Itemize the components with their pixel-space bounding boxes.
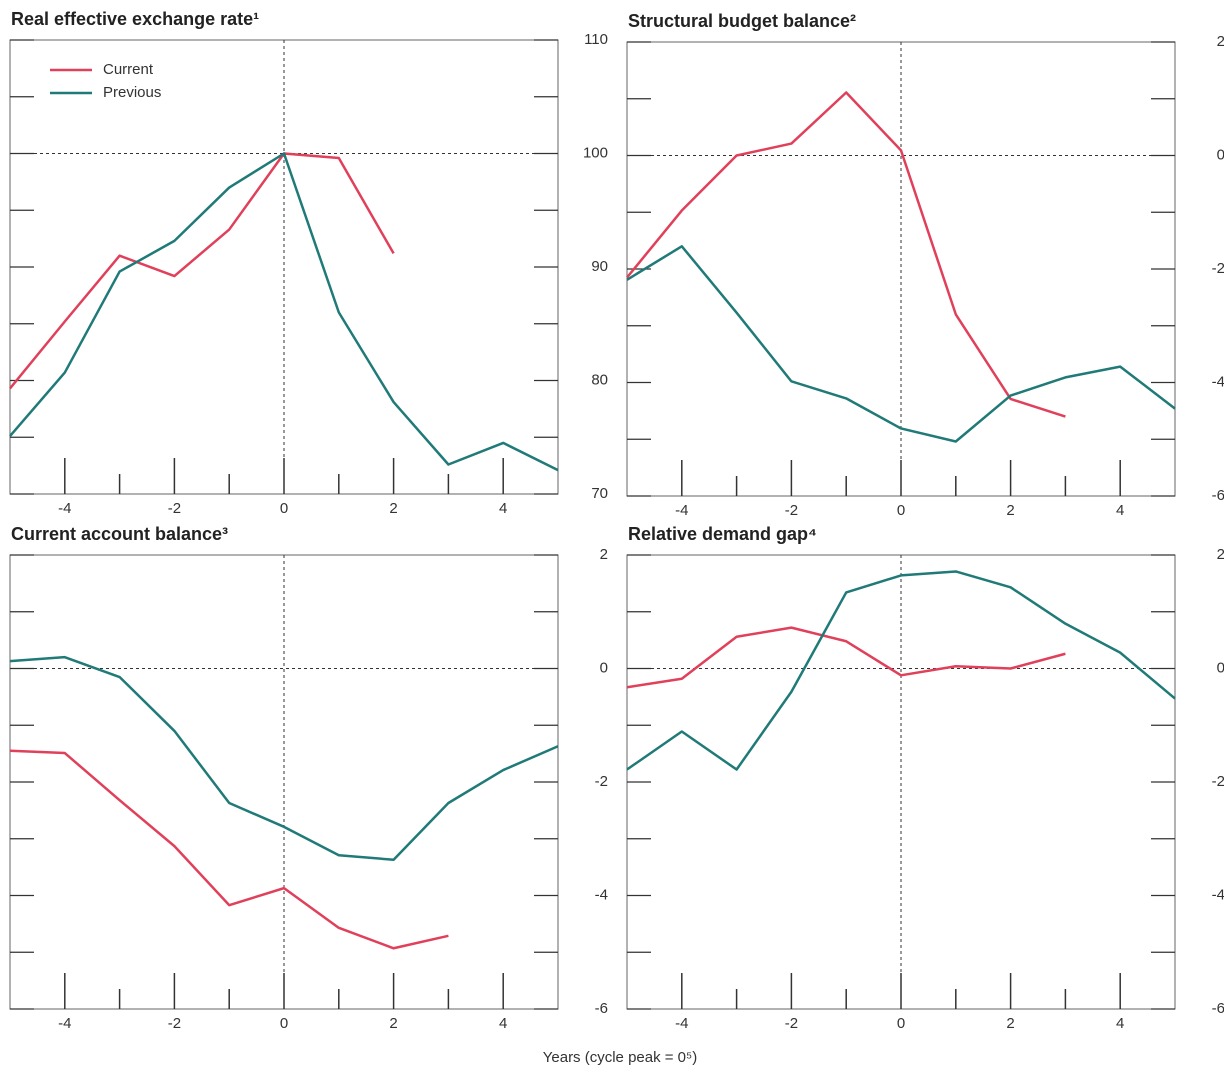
y-tick-label: -2 — [595, 773, 608, 790]
series-line — [626, 570, 1176, 771]
x-tick-label: 2 — [389, 1015, 397, 1032]
x-tick-label: 2 — [1006, 502, 1014, 519]
y-tick-label: -4 — [1212, 373, 1224, 390]
x-tick-label: 2 — [389, 500, 397, 517]
panel-title: Relative demand gap⁴ — [628, 524, 817, 544]
y-tick-label: -4 — [1212, 886, 1224, 903]
series-line — [9, 152, 559, 472]
series-line — [626, 626, 1066, 689]
x-tick-label: -2 — [785, 502, 798, 519]
panel-title: Current account balance³ — [11, 524, 228, 544]
x-tick-label: -4 — [675, 502, 688, 519]
x-tick-label: 4 — [499, 500, 507, 517]
y-tick-label: 0 — [600, 659, 608, 676]
series-line — [9, 655, 559, 861]
x-tick-label: -4 — [675, 1015, 688, 1032]
panel-title: Structural budget balance² — [628, 11, 856, 31]
y-tick-label: -6 — [1212, 487, 1224, 504]
series-line — [626, 245, 1176, 443]
x-tick-label: 0 — [280, 500, 288, 517]
y-tick-label: 2 — [1217, 33, 1224, 50]
y-tick-label: 80 — [591, 371, 608, 388]
x-tick-label: 4 — [499, 1015, 507, 1032]
series-line — [9, 749, 449, 950]
x-tick-label: -2 — [168, 1015, 181, 1032]
x-tick-label: -2 — [785, 1015, 798, 1032]
series-line — [9, 152, 395, 390]
y-tick-label: 0 — [1217, 146, 1224, 163]
x-tick-label: -2 — [168, 500, 181, 517]
y-tick-label: -2 — [1212, 260, 1224, 277]
x-tick-label: 2 — [1006, 1015, 1014, 1032]
x-tick-label: -4 — [58, 500, 71, 517]
y-tick-label: 2 — [1217, 546, 1224, 563]
y-tick-label: 90 — [591, 258, 608, 275]
legend-label: Previous — [103, 84, 161, 101]
x-tick-label: 0 — [897, 502, 905, 519]
y-tick-label: 2 — [600, 546, 608, 563]
y-tick-label: -6 — [595, 1000, 608, 1017]
y-tick-label: 110 — [584, 31, 608, 48]
series-line — [626, 91, 1066, 418]
x-tick-label: -4 — [58, 1015, 71, 1032]
y-tick-label: -4 — [595, 886, 608, 903]
x-tick-label: 0 — [280, 1015, 288, 1032]
panel-title: Real effective exchange rate¹ — [11, 9, 259, 29]
legend-label: Current — [103, 61, 154, 78]
y-tick-label: -6 — [1212, 1000, 1224, 1017]
y-tick-label: 0 — [1217, 659, 1224, 676]
x-tick-label: 4 — [1116, 1015, 1124, 1032]
x-tick-label: 4 — [1116, 502, 1124, 519]
x-tick-label: 0 — [897, 1015, 905, 1032]
y-tick-label: -2 — [1212, 773, 1224, 790]
y-tick-label: 70 — [591, 485, 608, 502]
y-tick-label: 100 — [583, 144, 608, 161]
x-axis-label: Years (cycle peak = 0⁵) — [543, 1049, 698, 1066]
